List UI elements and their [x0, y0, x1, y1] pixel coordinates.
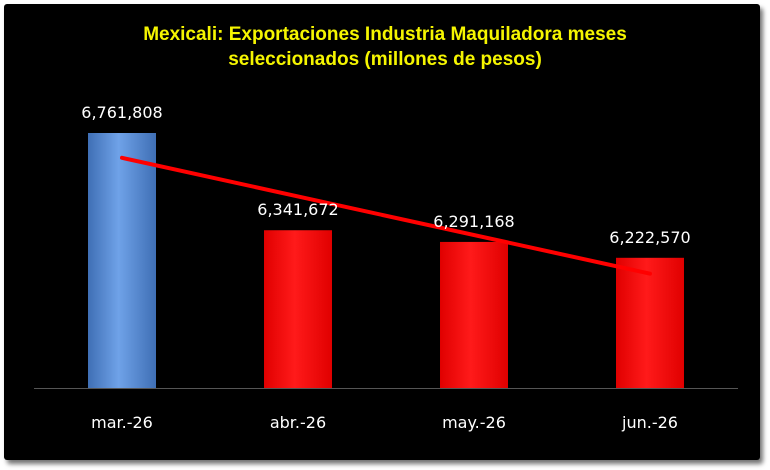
trendline [120, 155, 652, 276]
chart-title-line-2: seleccionados (millones de pesos) [228, 49, 542, 70]
category-label-jun.-26: jun.-26 [621, 413, 678, 432]
category-label-mar.-26: mar.-26 [91, 413, 153, 432]
bar-may.-26 [440, 241, 508, 388]
bars-group [88, 133, 684, 388]
bar-jun.-26 [616, 257, 684, 388]
value-label-jun.-26: 6,222,570 [609, 228, 690, 247]
category-labels-group: mar.-26 abr.-26 may.-26 jun.-26 [91, 413, 678, 432]
category-label-abr.-26: abr.-26 [270, 413, 326, 432]
value-label-mar.-26: 6,761,808 [81, 103, 162, 122]
bar-abr.-26 [264, 230, 332, 388]
chart-title-line-1: Mexicali: Exportaciones Industria Maquil… [143, 24, 627, 45]
value-label-abr.-26: 6,341,672 [257, 200, 338, 219]
trendline-group [120, 155, 652, 276]
category-label-may.-26: may.-26 [442, 413, 506, 432]
chart-title: Mexicali: Exportaciones Industria Maquil… [0, 22, 770, 72]
value-labels-group: 6,761,808 6,341,672 6,291,168 6,222,570 [81, 103, 690, 247]
bar-mar.-26 [88, 133, 156, 388]
value-label-may.-26: 6,291,168 [433, 212, 514, 231]
